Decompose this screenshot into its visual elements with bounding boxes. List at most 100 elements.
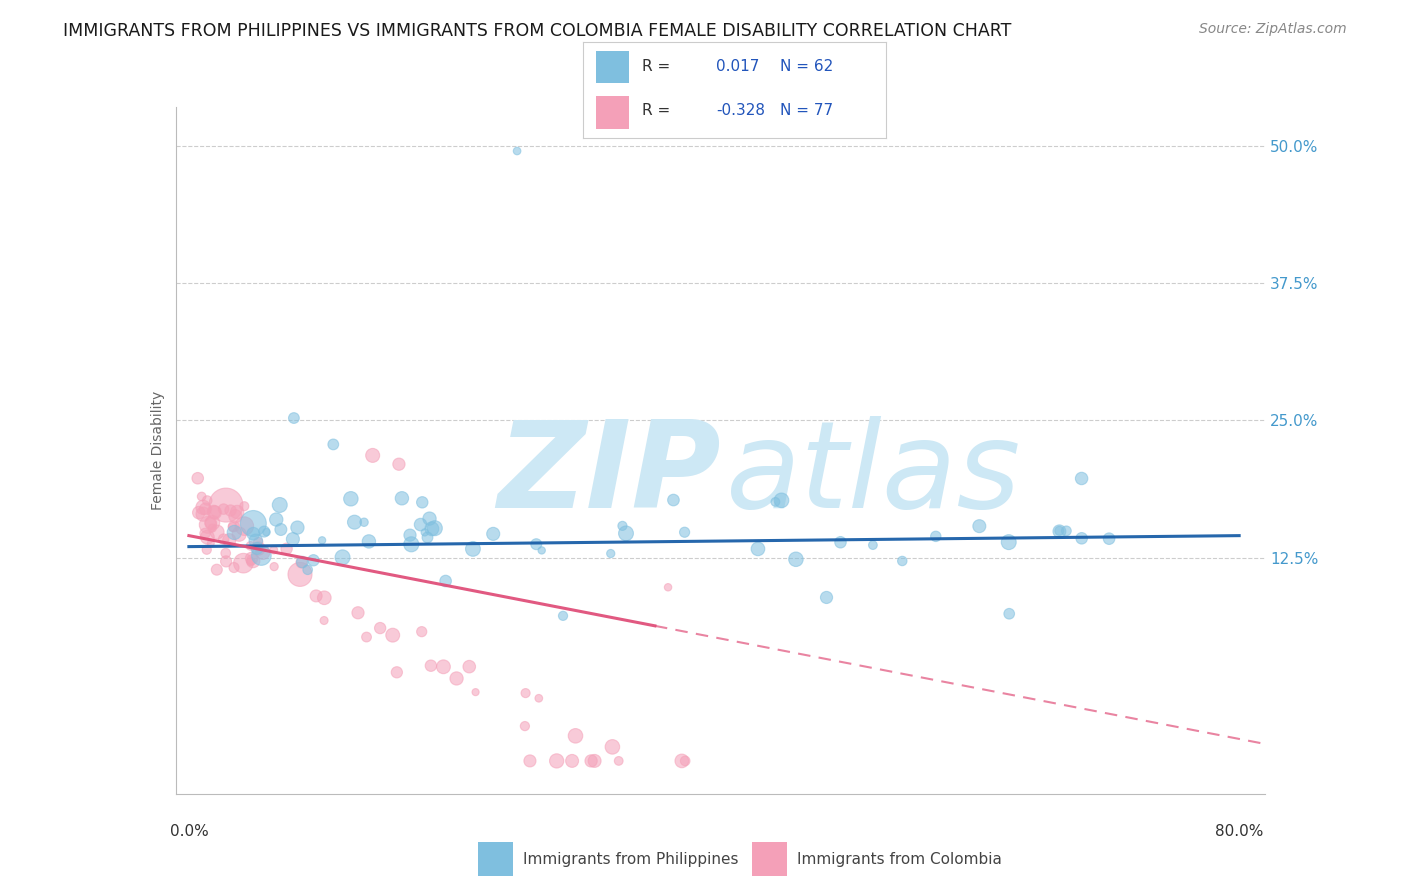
Point (245, 533, 267, 548)
Point (413, 525, 436, 540)
Text: R =: R = (643, 103, 675, 119)
Point (242, 516, 264, 531)
Point (302, 553, 325, 567)
Point (614, 526, 637, 541)
Point (416, 531, 439, 545)
Point (399, 528, 422, 542)
Point (233, 519, 256, 533)
Point (187, 506, 209, 520)
Point (240, 551, 263, 566)
Point (201, 516, 224, 530)
Point (464, 685, 486, 699)
Point (191, 507, 214, 521)
Point (997, 535, 1019, 549)
Point (515, 686, 537, 700)
Point (291, 555, 314, 569)
Point (288, 567, 311, 582)
Point (228, 527, 250, 541)
Point (385, 665, 408, 680)
Point (830, 535, 852, 549)
Point (215, 498, 238, 512)
Point (368, 621, 391, 635)
Point (361, 449, 384, 463)
Point (195, 542, 218, 557)
Point (264, 512, 287, 526)
Point (233, 499, 256, 513)
Point (232, 556, 254, 570)
Point (411, 624, 433, 639)
Point (662, 493, 685, 508)
Point (322, 437, 344, 451)
Point (612, 519, 634, 533)
Point (253, 524, 276, 539)
Point (247, 541, 270, 556)
FancyBboxPatch shape (596, 51, 628, 83)
Point (420, 522, 443, 536)
Point (200, 536, 222, 550)
Point (252, 545, 274, 559)
Point (239, 555, 262, 569)
Point (195, 493, 218, 508)
Text: Immigrants from Philippines: Immigrants from Philippines (523, 853, 738, 867)
Point (657, 580, 679, 594)
Point (314, 614, 336, 628)
Point (432, 660, 454, 674)
FancyBboxPatch shape (596, 95, 628, 128)
Point (242, 554, 264, 568)
Point (599, 547, 621, 561)
Point (583, 754, 606, 768)
Point (197, 517, 219, 532)
Point (269, 498, 291, 512)
Point (201, 521, 224, 535)
Point (205, 563, 228, 577)
Point (212, 532, 235, 546)
Point (461, 541, 484, 556)
Point (409, 517, 432, 532)
Point (1054, 524, 1077, 538)
Point (446, 672, 468, 686)
Point (224, 525, 246, 540)
Point (219, 503, 242, 517)
Point (187, 471, 209, 485)
Point (195, 530, 218, 544)
Point (530, 543, 553, 558)
Text: R =: R = (643, 59, 675, 74)
Point (785, 552, 807, 566)
Point (607, 754, 630, 768)
Point (305, 589, 328, 603)
Point (353, 515, 375, 529)
Point (270, 523, 292, 537)
Point (215, 554, 238, 568)
Point (458, 659, 481, 673)
Point (998, 607, 1021, 621)
Point (1070, 531, 1092, 545)
Point (770, 493, 793, 508)
Point (401, 537, 423, 551)
Point (388, 457, 411, 471)
Point (287, 520, 309, 534)
Point (673, 754, 696, 768)
Text: 0.0%: 0.0% (170, 824, 208, 839)
Point (340, 491, 363, 506)
Point (815, 591, 838, 605)
Point (222, 519, 245, 533)
Point (239, 539, 262, 553)
Text: -0.328: -0.328 (717, 103, 765, 119)
Point (561, 754, 583, 768)
Point (411, 495, 433, 509)
Text: Immigrants from Colombia: Immigrants from Colombia (797, 853, 1002, 867)
Point (381, 628, 404, 642)
Point (1098, 532, 1121, 546)
Point (226, 505, 249, 519)
Point (969, 519, 991, 533)
Point (242, 526, 264, 541)
Point (862, 538, 884, 552)
Point (343, 515, 366, 529)
Point (519, 754, 541, 768)
Point (191, 500, 214, 515)
Point (247, 535, 270, 549)
Point (256, 525, 278, 540)
Point (250, 549, 273, 563)
Point (276, 541, 298, 556)
Point (546, 754, 568, 768)
